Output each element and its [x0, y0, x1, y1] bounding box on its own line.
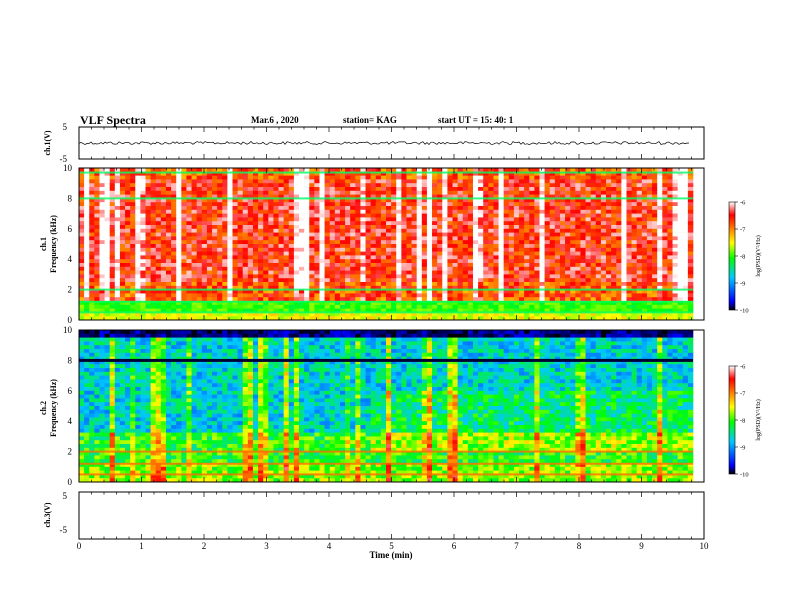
narrowband-line — [79, 358, 693, 362]
narrowband-line — [79, 473, 693, 476]
ch2-spec-ytick-label: 0 — [68, 477, 73, 487]
ch1-colorbar-tick-label: -10 — [740, 308, 749, 315]
ch1-spec-ytick-label: 0 — [68, 315, 73, 325]
ch1-spec-ytick-label: 6 — [68, 224, 73, 234]
ch1-ytick-top: 5 — [63, 122, 68, 132]
narrowband-line — [79, 288, 693, 291]
ch1-ylabel: ch.1(V) — [43, 130, 52, 155]
ch2-spectrogram-panel — [78, 329, 705, 483]
ch2-colorbar-tick-label: -10 — [740, 472, 749, 479]
narrowband-line — [79, 462, 693, 465]
ch3-waveform-panel — [78, 491, 705, 540]
ch1-colorbar: -6 -7 -8 -9 -10 log(PSD)(V²/Hz) — [728, 200, 762, 315]
ch2-spec-ytick-label: 2 — [68, 447, 73, 457]
ch1-waveform-trace — [78, 141, 690, 146]
x-tick-label: 1 — [139, 541, 144, 551]
x-tick-label: 0 — [77, 541, 82, 551]
ch3-ytick-bottom: -5 — [60, 525, 68, 535]
ch1-spec-ylabel-freq: Frequency (kHz) — [49, 215, 58, 273]
ch2-spectrogram — [79, 330, 694, 483]
ch3-ytick-top: 5 — [63, 491, 68, 501]
ch2-colorbar-tick-label: -9 — [740, 445, 745, 452]
date-label: Mar.6 , 2020 — [251, 115, 299, 125]
x-tick-label: 7 — [514, 541, 519, 551]
ch1-spectrogram — [79, 168, 694, 321]
ch1-spec-ytick-label: 10 — [63, 163, 73, 173]
ch2-spec-ytick-label: 10 — [63, 325, 73, 335]
station-label: station= KAG — [343, 115, 397, 125]
narrowband-line — [79, 450, 693, 453]
x-tick-label: 10 — [700, 541, 710, 551]
ch3-ylabel: ch.3(V) — [43, 502, 52, 527]
x-tick-label: 6 — [452, 541, 457, 551]
ch2-colorbar-label: log(PSD)(V²/Hz) — [755, 399, 762, 440]
ch1-colorbar-tick-label: -8 — [740, 254, 745, 261]
ch2-colorbar: -6 -7 -8 -9 -10 log(PSD)(V²/Hz) — [728, 364, 762, 479]
ch2-colorbar-tick-label: -7 — [740, 391, 746, 398]
x-tick-label: 5 — [389, 541, 394, 551]
ch2-spec-ytick-label: 4 — [68, 416, 73, 426]
ch2-spec-ytick-label: 8 — [68, 355, 73, 365]
narrowband-line — [79, 171, 693, 174]
x-tick-label: 9 — [639, 541, 644, 551]
narrowband-line — [79, 311, 693, 314]
ch2-spec-ylabel-freq: Frequency (kHz) — [49, 379, 58, 437]
x-tick-label: 3 — [264, 541, 269, 551]
ch1-colorbar-label: log(PSD)(V²/Hz) — [755, 235, 762, 276]
ch2-colorbar-tick-label: -8 — [740, 418, 745, 425]
ch2-spec-ylabel-ch: ch.2 — [39, 401, 48, 415]
x-tick-label: 2 — [202, 541, 207, 551]
ch2-colorbar-tick-label: -6 — [740, 364, 746, 371]
ch1-colorbar-tick-label: -6 — [740, 200, 746, 207]
x-tick-label: 8 — [577, 541, 582, 551]
chart-title: VLF Spectra — [80, 113, 146, 127]
narrowband-line — [79, 300, 693, 303]
ch1-colorbar-tick-label: -9 — [740, 281, 745, 288]
ch1-ytick-bottom: -5 — [60, 154, 68, 164]
ch1-waveform-panel — [78, 126, 705, 160]
ch1-spec-ytick-label: 8 — [68, 193, 73, 203]
ch1-spec-ytick-label: 4 — [68, 254, 73, 264]
ch1-spec-ylabel-ch: ch.1 — [39, 237, 48, 251]
ch1-spectrogram-panel — [78, 167, 705, 321]
narrowband-line — [79, 197, 693, 200]
ch1-spec-ytick-label: 2 — [68, 285, 73, 295]
x-tick-label: 4 — [327, 541, 332, 551]
ch1-colorbar-tick-label: -7 — [740, 227, 746, 234]
start-time-label: start UT = 15: 40: 1 — [438, 115, 514, 125]
x-axis-label: Time (min) — [369, 550, 412, 560]
ch2-spec-ytick-label: 6 — [68, 386, 73, 396]
